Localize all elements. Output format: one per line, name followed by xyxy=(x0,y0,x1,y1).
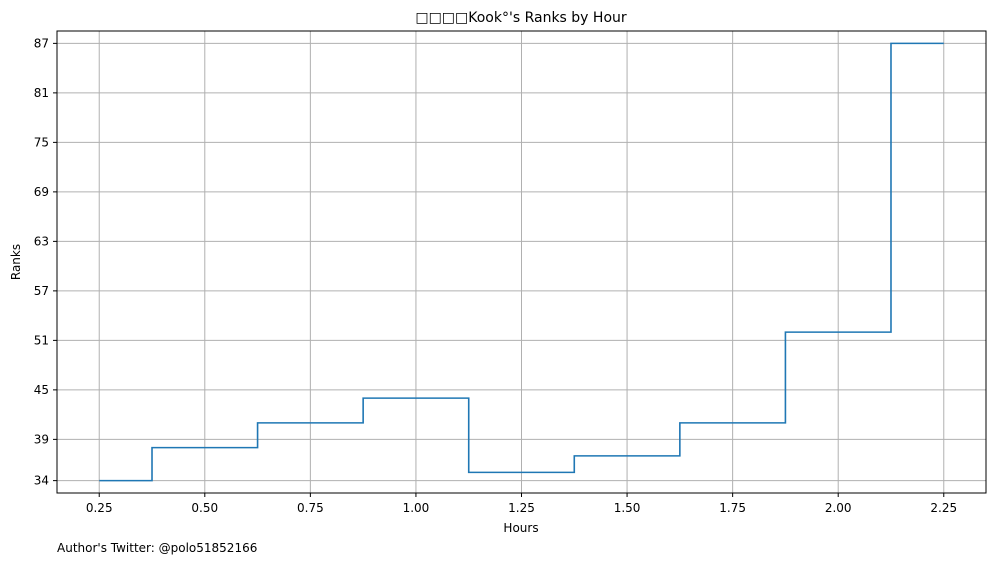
rank-series-line xyxy=(99,42,944,482)
x-tick-label: 0.50 xyxy=(191,501,218,515)
chart-title: □□□□Kook°'s Ranks by Hour xyxy=(415,10,627,26)
y-tick-label: 57 xyxy=(34,284,49,298)
y-tick-label: 63 xyxy=(34,234,49,248)
x-tick-label: 0.75 xyxy=(297,501,324,515)
x-axis-title: Hours xyxy=(503,521,538,535)
y-tick-label: 69 xyxy=(34,185,49,199)
y-tick-label: 45 xyxy=(34,383,49,397)
grid xyxy=(57,31,986,493)
x-tick-label: 0.25 xyxy=(86,501,113,515)
y-axis-title: Ranks xyxy=(9,244,23,280)
x-tick-label: 1.25 xyxy=(508,501,535,515)
x-tick-label: 2.25 xyxy=(930,501,957,515)
y-tick-label: 75 xyxy=(34,135,49,149)
y-tick-label: 34 xyxy=(34,474,49,488)
x-tick-label: 2.00 xyxy=(825,501,852,515)
y-tick-label: 81 xyxy=(34,86,49,100)
y-axis-ticks: 34 39 45 51 57 63 69 75 81 87 xyxy=(34,36,57,488)
y-tick-label: 87 xyxy=(34,36,49,50)
author-footnote: Author's Twitter: @polo51852166 xyxy=(57,541,257,555)
x-axis-ticks: 0.25 0.50 0.75 1.00 1.25 1.50 1.75 2.00 2.25 xyxy=(86,493,957,515)
y-tick-label: 39 xyxy=(34,432,49,446)
series-layer xyxy=(99,42,944,482)
y-tick-label: 51 xyxy=(34,333,49,347)
x-tick-label: 1.75 xyxy=(719,501,746,515)
x-tick-label: 1.00 xyxy=(403,501,430,515)
x-tick-label: 1.50 xyxy=(614,501,641,515)
